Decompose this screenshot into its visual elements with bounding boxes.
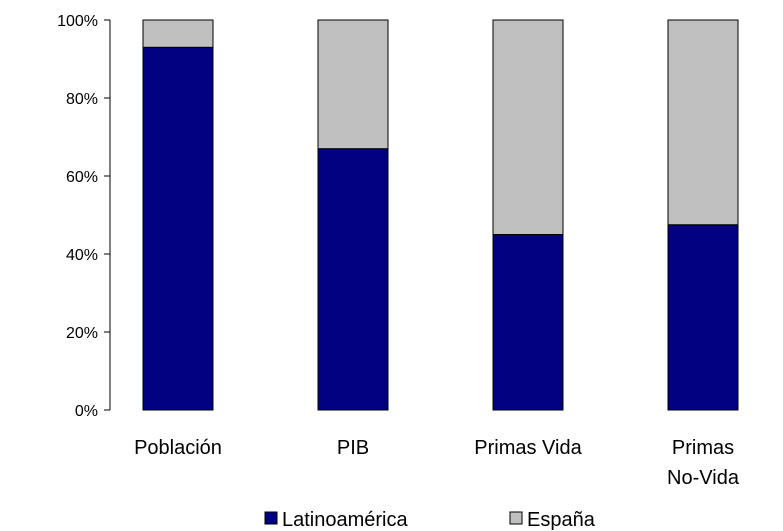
x-axis-labels: Población PIB Primas Vida Primas No-Vida (134, 437, 740, 489)
x-category-label: Población (134, 437, 222, 459)
bar-segment-latinoamerica (142, 46, 214, 411)
legend-label: España (527, 509, 596, 531)
bar-segment-espana (317, 19, 389, 150)
y-tick-label: 60% (66, 169, 98, 186)
x-category-label: Primas (672, 437, 734, 459)
y-tick-label: 40% (66, 247, 98, 264)
x-category-label: No-Vida (667, 467, 740, 489)
y-tick-label: 80% (66, 91, 98, 108)
y-axis: 0% 20% 40% 60% 80% 100% (57, 13, 111, 420)
bar-segment-espana (142, 19, 214, 48)
bars (142, 19, 739, 411)
bar-segment-latinoamerica (667, 224, 739, 411)
x-category-label: Primas Vida (474, 437, 582, 459)
bar-segment-espana (492, 19, 564, 235)
legend: Latinoamérica España (264, 509, 596, 531)
legend-label: Latinoamérica (282, 509, 409, 531)
x-category-label: PIB (337, 437, 369, 459)
y-tick-label: 20% (66, 325, 98, 342)
y-tick-label: 100% (57, 13, 98, 30)
bar-segment-latinoamerica (492, 234, 564, 411)
legend-swatch (264, 511, 278, 525)
bar-segment-espana (667, 19, 739, 226)
bar-segment-latinoamerica (317, 148, 389, 411)
legend-swatch (509, 511, 523, 525)
y-tick-label: 0% (75, 403, 98, 420)
